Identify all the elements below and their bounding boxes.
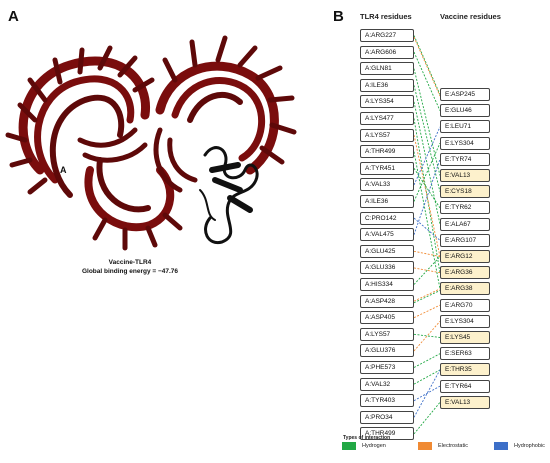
tlr4-residue-box: A:ASP428: [360, 294, 414, 308]
interaction-line-hydrophobic: [413, 217, 441, 241]
tlr4-residue-box: A:VAL33: [360, 178, 414, 192]
vaccine-residue-box: E:CYS18: [440, 185, 490, 199]
tlr4-residue-box: A:ARG606: [360, 45, 414, 59]
interaction-line-hydrogen: [413, 333, 441, 338]
electrostatic-swatch: [418, 442, 432, 450]
legend-hydrophobic-label: Hydrophobic: [514, 443, 545, 449]
interaction-line-hydrogen: [413, 290, 441, 304]
vaccine-residue-box: E:ASP245: [440, 88, 490, 101]
vaccine-residue-box: E:ARG70: [440, 298, 490, 312]
tlr4-column-header: TLR4 residues: [360, 12, 412, 21]
hydrogen-swatch: [342, 442, 356, 450]
tlr4-residue-box: A:ILE36: [360, 195, 414, 208]
tlr4-residue-box: A:GLU376: [360, 344, 414, 358]
interaction-line-hydrogen: [413, 256, 441, 285]
tlr4-residue-box: A:THR499: [360, 427, 414, 441]
interaction-line-hydrogen: [413, 151, 441, 289]
vaccine-residue-box: E:ALA67: [440, 217, 490, 231]
vaccine-residue-box: E:THR35: [440, 363, 490, 377]
vaccine-residue-box: E:LYS45: [440, 331, 490, 344]
vaccine-residue-box: E:ARG107: [440, 233, 490, 247]
tlr4-residue-box: A:LYS57: [360, 128, 414, 142]
interaction-line-electrostatic: [413, 267, 441, 274]
vaccine-residue-box: E:SER63: [440, 347, 490, 361]
tlr4-residue-box: A:VAL32: [360, 377, 414, 391]
chain-a-label: A: [60, 165, 67, 175]
vaccine-residue-box: E:TYR62: [440, 201, 490, 215]
interaction-line-hydrogen: [413, 35, 441, 95]
interaction-line-hydrogen: [413, 369, 441, 385]
tlr4-residue-box: A:LYS354: [360, 95, 414, 109]
tlr4-residue-box: A:HIS334: [360, 278, 414, 291]
interaction-line-hydrogen: [413, 85, 441, 192]
interaction-line-hydrophobic: [413, 385, 441, 402]
interaction-line-electrostatic: [413, 36, 441, 97]
tlr4-ribbon: [5, 35, 297, 251]
vaccine-ribbon: [199, 146, 259, 245]
interaction-line-hydrogen: [413, 118, 441, 273]
legend-hydrogen-label: Hydrogen: [362, 443, 386, 449]
vaccine-residue-box: E:ARG38: [440, 282, 490, 296]
interaction-line-hydrogen: [413, 353, 441, 368]
interaction-line-electrostatic: [413, 288, 441, 302]
vaccine-residue-box: E:ARG12: [440, 250, 490, 263]
tlr4-residue-box: A:GLU336: [360, 261, 414, 275]
interaction-line-electrostatic: [413, 304, 441, 319]
vaccine-residue-box: E:TYR74: [440, 152, 490, 166]
vaccine-residue-box: E:TYR64: [440, 379, 490, 393]
legend-electrostatic-label: Electrostatic: [438, 443, 468, 449]
vaccine-column-header: Vaccine residues: [440, 12, 501, 21]
tlr4-residue-box: A:GLU425: [360, 244, 414, 258]
vaccine-residue-box: E:LYS304: [440, 314, 490, 328]
interaction-line-hydrophobic: [413, 126, 441, 186]
tlr4-residue-box: A:THR499: [360, 145, 414, 159]
vaccine-residue-box: E:VAL13: [440, 395, 490, 409]
interaction-line-hydrogen: [413, 142, 441, 202]
caption-title: Vaccine-TLR4: [108, 259, 152, 266]
legend-title: Types of interaction: [343, 435, 391, 441]
interaction-line-hydrogen: [413, 51, 441, 111]
panel-b-label: B: [333, 8, 344, 25]
tlr4-residue-box: A:ILE36: [360, 78, 414, 92]
tlr4-residue-box: A:GLN81: [360, 62, 414, 76]
interaction-line-hydrophobic: [413, 159, 441, 235]
interaction-line-hydrogen: [413, 68, 441, 176]
tlr4-residue-box: A:PRO34: [360, 410, 414, 424]
panel-a-label: A: [8, 8, 19, 25]
protein-structure-image: [5, 35, 297, 251]
tlr4-residue-box: A:TYR403: [360, 394, 414, 408]
tlr4-residue-box: A:ARG227: [360, 29, 414, 42]
interaction-line-hydrogen: [413, 402, 441, 435]
tlr4-residue-box: A:VAL475: [360, 228, 414, 242]
tlr4-residue-box: A:LYS477: [360, 112, 414, 125]
tlr4-residue-box: C:PRO142: [360, 211, 414, 225]
interaction-line-electrostatic: [413, 250, 441, 257]
tlr4-residue-box: A:TYR451: [360, 161, 414, 175]
vaccine-residue-box: E:VAL13: [440, 169, 490, 182]
tlr4-residue-box: A:ASP405: [360, 311, 414, 325]
caption-binding-energy: Global binding energy = −47.76: [81, 268, 179, 275]
vaccine-residue-box: E:LYS304: [440, 136, 490, 150]
hydrophobic-swatch: [494, 442, 508, 450]
tlr4-residue-box: A:PHE573: [360, 361, 414, 374]
vaccine-residue-box: E:GLU46: [440, 104, 490, 118]
vaccine-residue-box: E:ARG36: [440, 266, 490, 280]
tlr4-residue-box: A:LYS57: [360, 327, 414, 341]
interaction-line-electrostatic: [413, 321, 441, 352]
vaccine-residue-box: E:LEU71: [440, 120, 490, 134]
